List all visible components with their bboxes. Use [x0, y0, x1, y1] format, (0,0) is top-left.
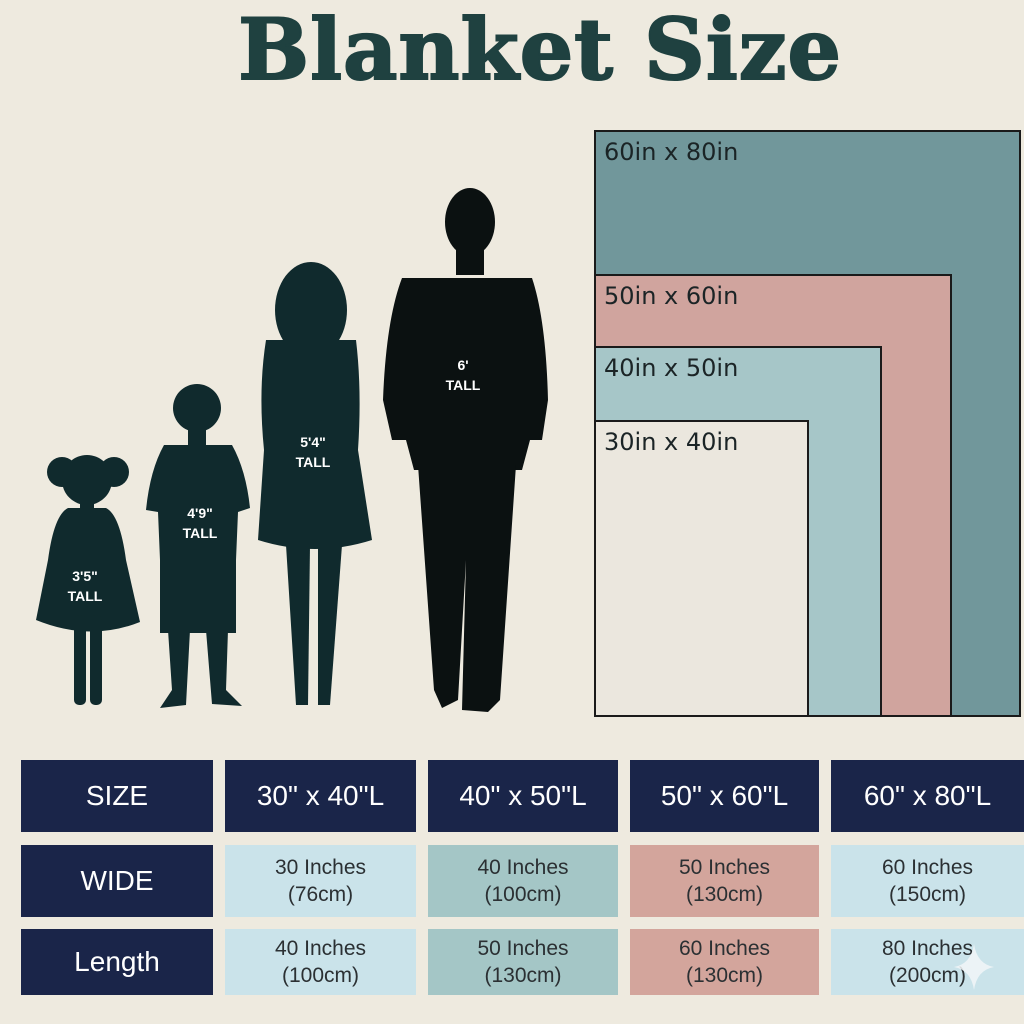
length-cell: 50 Inches (130cm): [428, 929, 618, 995]
height-label-girl: 3'5" TALL: [67, 568, 103, 604]
man-silhouette: [383, 188, 548, 712]
length-cell: 40 Inches (100cm): [225, 929, 416, 995]
length-cell: 60 Inches (130cm): [630, 929, 819, 995]
row-header-size: SIZE: [21, 760, 213, 832]
length-cell: 80 Inches (200cm): [831, 929, 1024, 995]
wide-cell: 30 Inches (76cm): [225, 845, 416, 917]
size-header: 40" x 50"L: [428, 760, 618, 832]
wide-cell: 60 Inches (150cm): [831, 845, 1024, 917]
size-header: 50" x 60"L: [630, 760, 819, 832]
row-header-length: Length: [21, 929, 213, 995]
height-label-woman: 5'4" TALL: [295, 434, 331, 470]
page-title: Blanket Size: [237, 0, 842, 100]
size-header: 30" x 40"L: [225, 760, 416, 832]
boy-silhouette: [146, 384, 250, 708]
girl-silhouette: [36, 455, 140, 705]
sparkle-icon: [954, 944, 994, 990]
wide-cell: 50 Inches (130cm): [630, 845, 819, 917]
woman-silhouette: [258, 262, 372, 705]
row-header-wide: WIDE: [21, 845, 213, 917]
height-label-man: 6' TALL: [445, 357, 481, 393]
people-silhouettes: [36, 188, 548, 712]
height-label-boy: 4'9" TALL: [182, 505, 218, 541]
wide-cell: 40 Inches (100cm): [428, 845, 618, 917]
size-header: 60" x 80"L: [831, 760, 1024, 832]
blanket-30x40: 30in x 40in: [594, 420, 809, 717]
